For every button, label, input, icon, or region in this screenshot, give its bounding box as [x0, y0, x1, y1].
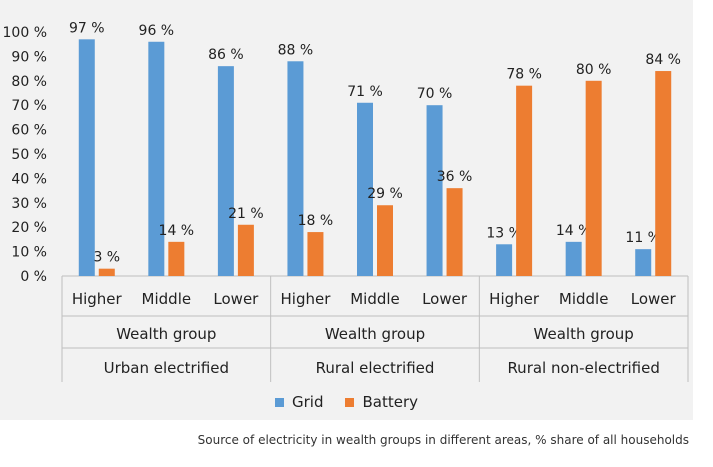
data-label-battery: 18 % [298, 213, 334, 229]
legend-item-grid: Grid [274, 393, 324, 411]
y-tick-label: 30 % [11, 196, 47, 212]
data-label-battery: 78 % [506, 67, 542, 83]
legend-swatch [274, 397, 284, 407]
data-label-grid: 13 % [486, 225, 522, 241]
data-label-battery: 3 % [93, 250, 120, 266]
bar-chart: 0 % 10 % 20 % 30 % 40 % 50 % 60 % 70 % 80 % 90 % 1… [3, 20, 689, 382]
legend-label: Grid [291, 393, 324, 411]
area-label: Urban electrified [104, 359, 229, 377]
bar-battery [446, 188, 463, 276]
bar-battery [377, 205, 393, 276]
category-label: Middle [350, 290, 400, 308]
category-label: Higher [72, 290, 123, 308]
category-label: Lower [422, 290, 468, 308]
bar-grid [287, 61, 304, 276]
y-tick-label: 100 % [3, 25, 47, 41]
chart-caption: Source of electricity in wealth groups i… [197, 433, 689, 447]
data-label-battery: 14 % [159, 223, 195, 239]
y-tick-label: 90 % [11, 49, 47, 65]
bar-battery [168, 241, 185, 276]
bar-battery [585, 80, 602, 276]
group-label: Wealth group [116, 325, 216, 343]
y-tick-label: 80 % [11, 74, 47, 90]
bar-grid [78, 39, 95, 276]
data-label-battery: 84 % [645, 52, 681, 68]
y-tick-label: 0 % [20, 269, 47, 285]
legend-swatch [345, 397, 355, 407]
data-label-grid: 11 % [625, 230, 661, 246]
data-label-grid: 14 % [556, 223, 592, 239]
bar-grid [496, 244, 513, 276]
y-tick-label: 60 % [11, 123, 47, 139]
group-label: Wealth group [325, 325, 425, 343]
data-label-grid: 71 % [347, 84, 383, 100]
bar-battery [307, 232, 324, 276]
bar-grid [565, 241, 582, 276]
y-tick-label: 10 % [11, 245, 47, 261]
data-label-battery: 21 % [228, 206, 264, 222]
legend-item-battery: Battery [345, 393, 418, 411]
chart-panel: 0 % 10 % 20 % 30 % 40 % 50 % 60 % 70 % 80 % 90 % 1… [0, 0, 693, 420]
data-label-grid: 97 % [69, 20, 105, 36]
data-label-grid: 96 % [139, 23, 175, 39]
legend: Grid Battery [0, 393, 693, 411]
data-label-grid: 88 % [278, 42, 314, 58]
bar-battery [237, 224, 254, 276]
group-label: Wealth group [534, 325, 634, 343]
category-label: Higher [281, 290, 332, 308]
category-label: Middle [559, 290, 609, 308]
bar-grid [426, 105, 443, 276]
category-label: Lower [213, 290, 259, 308]
bar-grid [217, 66, 234, 276]
data-label-battery: 80 % [576, 62, 612, 78]
bar-battery [98, 268, 115, 276]
bar-grid [357, 102, 373, 276]
bar-battery [516, 85, 533, 277]
y-tick-label: 50 % [11, 147, 47, 163]
category-label: Higher [489, 290, 540, 308]
area-label: Rural electrified [316, 359, 435, 377]
legend-label: Battery [362, 393, 418, 411]
bar-grid [148, 41, 165, 277]
category-label: Lower [631, 290, 677, 308]
y-tick-label: 40 % [11, 171, 47, 187]
data-label-grid: 86 % [208, 47, 244, 63]
y-tick-label: 20 % [11, 220, 47, 236]
bar-grid [635, 249, 652, 276]
bar-battery [655, 71, 672, 276]
category-label: Middle [142, 290, 192, 308]
area-label: Rural non-electrified [507, 359, 659, 377]
data-label-battery: 36 % [437, 169, 473, 185]
y-tick-label: 70 % [11, 98, 47, 114]
data-label-grid: 70 % [417, 86, 453, 102]
data-label-battery: 29 % [367, 186, 403, 202]
